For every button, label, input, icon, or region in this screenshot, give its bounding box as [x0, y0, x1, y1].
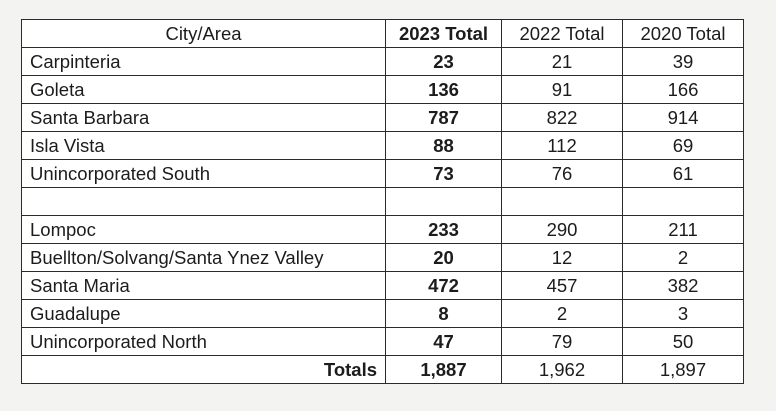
header-row: City/Area 2023 Total 2022 Total 2020 Tot… [21, 19, 744, 48]
value-2022-cell: 21 [501, 47, 623, 76]
value-2022-cell: 290 [501, 215, 623, 244]
value-2022-cell: 457 [501, 271, 623, 300]
table-row: Buellton/Solvang/Santa Ynez Valley 20 12… [21, 243, 744, 272]
table-row: Isla Vista 88 112 69 [21, 131, 744, 160]
value-2022-cell: 822 [501, 103, 623, 132]
table-container: City/Area 2023 Total 2022 Total 2020 Tot… [21, 19, 744, 384]
city-cell: Isla Vista [21, 131, 386, 160]
value-2022-cell: 112 [501, 131, 623, 160]
header-city-area: City/Area [21, 19, 386, 48]
city-cell: Carpinteria [21, 47, 386, 76]
table-row: Unincorporated South 73 76 61 [21, 159, 744, 188]
total-2022-cell: 1,962 [501, 355, 623, 384]
table-row: Lompoc 233 290 211 [21, 215, 744, 244]
value-2020-cell: 914 [622, 103, 744, 132]
city-cell: Guadalupe [21, 299, 386, 328]
value-2020-cell: 2 [622, 243, 744, 272]
value-2022-cell: 91 [501, 75, 623, 104]
city-cell: Unincorporated South [21, 159, 386, 188]
city-cell: Santa Barbara [21, 103, 386, 132]
spacer-row [21, 187, 744, 216]
value-2020-cell: 382 [622, 271, 744, 300]
value-2023-cell: 73 [385, 159, 502, 188]
value-2023-cell: 233 [385, 215, 502, 244]
city-cell: Lompoc [21, 215, 386, 244]
header-2022-total: 2022 Total [501, 19, 623, 48]
homeless-count-table: City/Area 2023 Total 2022 Total 2020 Tot… [21, 19, 744, 384]
value-2022-cell: 2 [501, 299, 623, 328]
table-row: Unincorporated North 47 79 50 [21, 327, 744, 356]
value-2022-cell: 12 [501, 243, 623, 272]
table-row: Santa Barbara 787 822 914 [21, 103, 744, 132]
header-2020-total: 2020 Total [622, 19, 744, 48]
empty-cell [385, 187, 502, 216]
value-2023-cell: 8 [385, 299, 502, 328]
total-2020-cell: 1,897 [622, 355, 744, 384]
city-cell: Unincorporated North [21, 327, 386, 356]
table-row: Carpinteria 23 21 39 [21, 47, 744, 76]
value-2023-cell: 23 [385, 47, 502, 76]
header-2023-total: 2023 Total [385, 19, 502, 48]
value-2020-cell: 3 [622, 299, 744, 328]
value-2023-cell: 787 [385, 103, 502, 132]
totals-row: Totals 1,887 1,962 1,897 [21, 355, 744, 384]
value-2022-cell: 79 [501, 327, 623, 356]
value-2023-cell: 88 [385, 131, 502, 160]
value-2023-cell: 47 [385, 327, 502, 356]
table-row: Guadalupe 8 2 3 [21, 299, 744, 328]
value-2020-cell: 50 [622, 327, 744, 356]
empty-cell [501, 187, 623, 216]
value-2022-cell: 76 [501, 159, 623, 188]
city-cell: Buellton/Solvang/Santa Ynez Valley [21, 243, 386, 272]
table-row: Santa Maria 472 457 382 [21, 271, 744, 300]
value-2020-cell: 211 [622, 215, 744, 244]
value-2020-cell: 39 [622, 47, 744, 76]
city-cell: Goleta [21, 75, 386, 104]
value-2023-cell: 136 [385, 75, 502, 104]
value-2023-cell: 20 [385, 243, 502, 272]
empty-cell [21, 187, 386, 216]
city-cell: Santa Maria [21, 271, 386, 300]
value-2020-cell: 61 [622, 159, 744, 188]
value-2020-cell: 69 [622, 131, 744, 160]
empty-cell [622, 187, 744, 216]
table-row: Goleta 136 91 166 [21, 75, 744, 104]
totals-label: Totals [21, 355, 386, 384]
total-2023-cell: 1,887 [385, 355, 502, 384]
value-2023-cell: 472 [385, 271, 502, 300]
value-2020-cell: 166 [622, 75, 744, 104]
